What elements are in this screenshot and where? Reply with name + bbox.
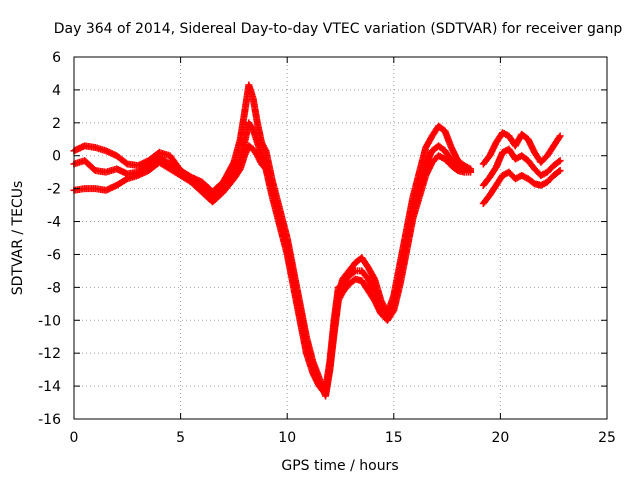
- y-tick-label: -6: [47, 247, 61, 263]
- y-tick-label: 6: [52, 50, 61, 66]
- chart-title: Day 364 of 2014, Sidereal Day-to-day VTE…: [54, 21, 623, 37]
- data-marks: [70, 81, 564, 400]
- x-tick-label: 0: [70, 430, 79, 446]
- series-4: [479, 129, 564, 168]
- series-1: [70, 81, 475, 400]
- data-point: [122, 176, 130, 184]
- series-3: [70, 142, 475, 398]
- axis-ticks: 0 5 10 15 20 25 -16 -14 -12 -10 -8 -6 -4 -2 0 2 4 6: [38, 50, 616, 446]
- y-tick-label: -4: [47, 215, 61, 231]
- series-2: [70, 119, 475, 393]
- x-tick-label: 10: [278, 430, 296, 446]
- y-tick-label: -16: [38, 412, 61, 428]
- data-point: [556, 157, 564, 165]
- data-point: [350, 268, 358, 276]
- y-tick-label: -10: [38, 313, 61, 329]
- y-tick-label: -2: [47, 182, 61, 198]
- x-tick-label: 20: [491, 430, 509, 446]
- grid-lines: [74, 57, 607, 419]
- data-point: [555, 168, 563, 176]
- y-tick-label: -8: [47, 280, 61, 296]
- y-axis-label: SDTVAR / TECUs: [10, 181, 26, 296]
- series-5: [479, 145, 564, 189]
- data-point: [467, 168, 475, 176]
- series-6: [479, 167, 564, 207]
- x-tick-label: 5: [176, 430, 185, 446]
- y-tick-label: -14: [38, 379, 61, 395]
- y-tick-label: -12: [38, 346, 61, 362]
- y-tick-label: 2: [52, 116, 61, 132]
- x-tick-label: 25: [598, 430, 616, 446]
- data-point: [556, 167, 564, 175]
- data-point: [555, 158, 563, 166]
- data-point: [555, 133, 563, 141]
- y-tick-label: 0: [52, 149, 61, 165]
- data-point: [556, 132, 564, 140]
- plot-frame: [73, 56, 608, 420]
- x-axis-label: GPS time / hours: [281, 458, 398, 474]
- x-tick-label: 15: [385, 430, 403, 446]
- y-tick-label: 4: [52, 83, 61, 99]
